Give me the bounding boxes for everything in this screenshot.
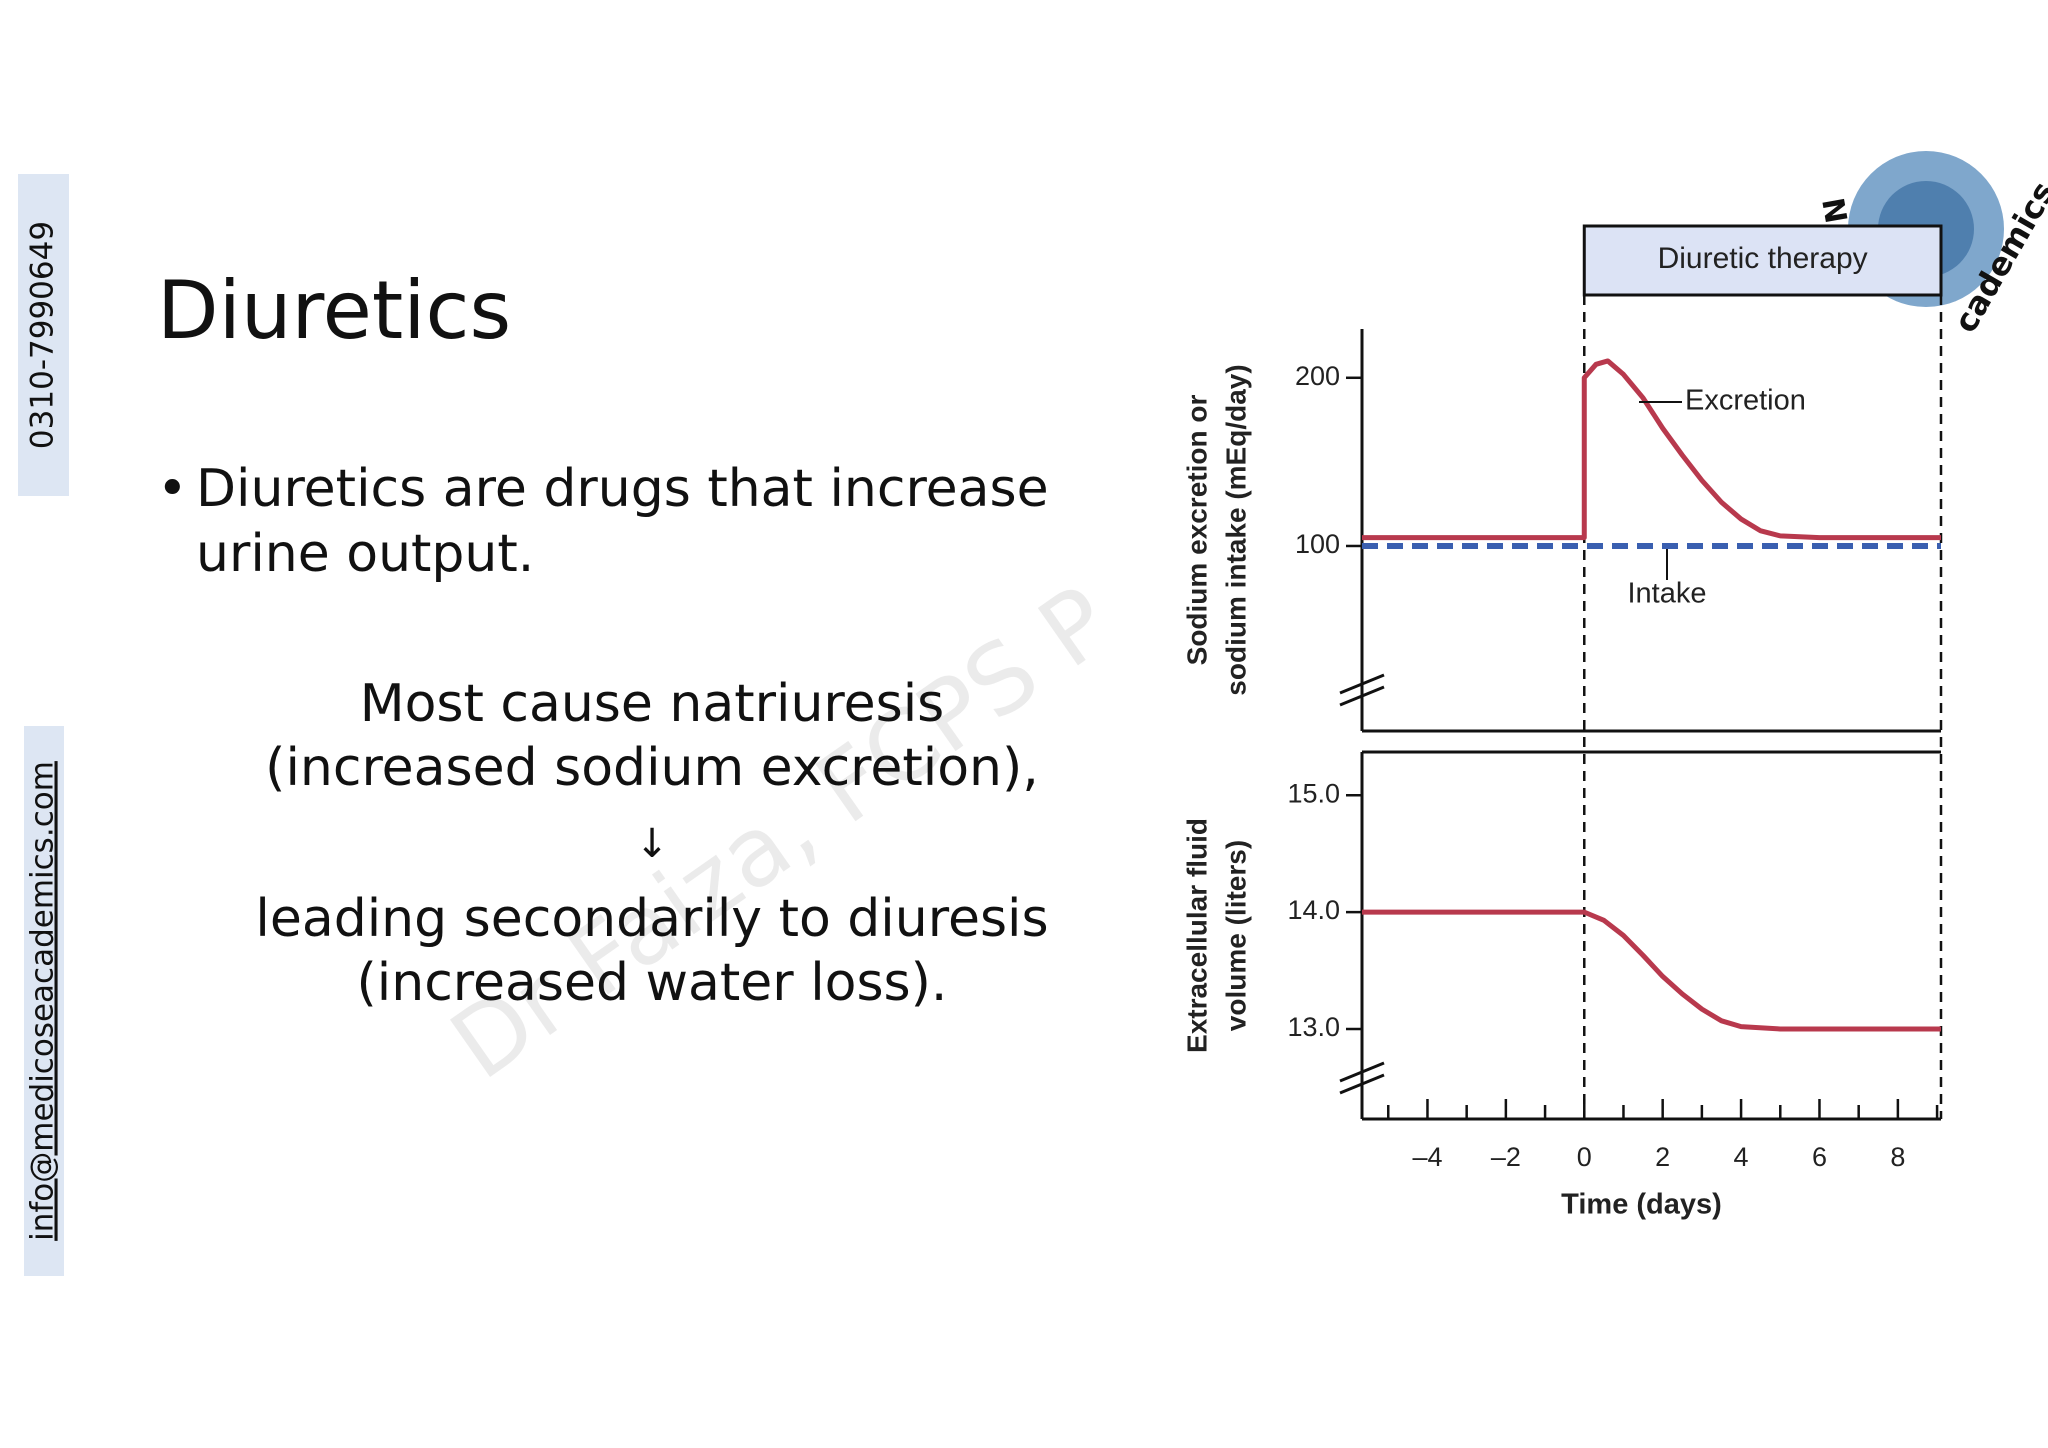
therapy-box <box>1582 224 1943 297</box>
series-line <box>1362 358 1941 541</box>
series-line <box>1362 909 1941 1032</box>
body-line: Most cause natriuresis <box>360 674 945 734</box>
x-axis-label: Time (days) <box>1561 1189 1722 1221</box>
phone: 0310-7990649 <box>25 221 61 449</box>
chart: 100 200 Sodium excretion or sodium intake (… <box>1181 224 1943 1221</box>
bullet-dot: • <box>157 459 188 519</box>
body-line: ↓ <box>635 821 669 867</box>
y-tick-label: 200 <box>1295 361 1340 391</box>
x-tick-label: 8 <box>1890 1142 1905 1172</box>
phone-box <box>18 174 69 496</box>
y-tick-label: 15.0 <box>1287 778 1340 808</box>
y-tick-label: 100 <box>1295 529 1340 559</box>
y-axis-label: Sodium excretion or <box>1181 395 1212 666</box>
y-axis-label: Extracellular fluid <box>1181 818 1212 1053</box>
x-tick-label: 6 <box>1812 1142 1827 1172</box>
bullet-line: Diuretics are drugs that increase <box>196 459 1049 519</box>
body-line: leading secondarily to diuresis <box>255 889 1048 949</box>
y-tick-label: 14.0 <box>1287 895 1340 925</box>
bullet-line: urine output. <box>196 524 534 584</box>
axis-break <box>1339 685 1385 707</box>
logo-text: N <box>1814 195 1853 226</box>
axis-break <box>1339 1061 1385 1083</box>
y-axis-label: sodium intake (mEq/day) <box>1220 364 1251 695</box>
x-tick-label: –2 <box>1491 1142 1521 1172</box>
y-tick-label: 13.0 <box>1287 1012 1340 1042</box>
email-box <box>24 726 64 1276</box>
x-tick-label: 0 <box>1577 1142 1592 1172</box>
series-label: Intake <box>1628 578 1707 610</box>
x-tick-label: 4 <box>1734 1142 1749 1172</box>
x-tick-label: –4 <box>1412 1142 1442 1172</box>
body-line: (increased sodium excretion), <box>265 738 1039 798</box>
axis-break <box>1339 1073 1385 1095</box>
therapy-label: Diuretic therapy <box>1658 242 1868 275</box>
series-label: Excretion <box>1685 385 1806 417</box>
email[interactable]: info@medicoseacademics.com <box>25 761 61 1241</box>
title: Diuretics <box>157 264 511 357</box>
y-axis-label: volume (liters) <box>1220 840 1251 1031</box>
axis-break <box>1339 673 1385 695</box>
body-line: (increased water loss). <box>357 953 948 1013</box>
x-tick-label: 2 <box>1655 1142 1670 1172</box>
